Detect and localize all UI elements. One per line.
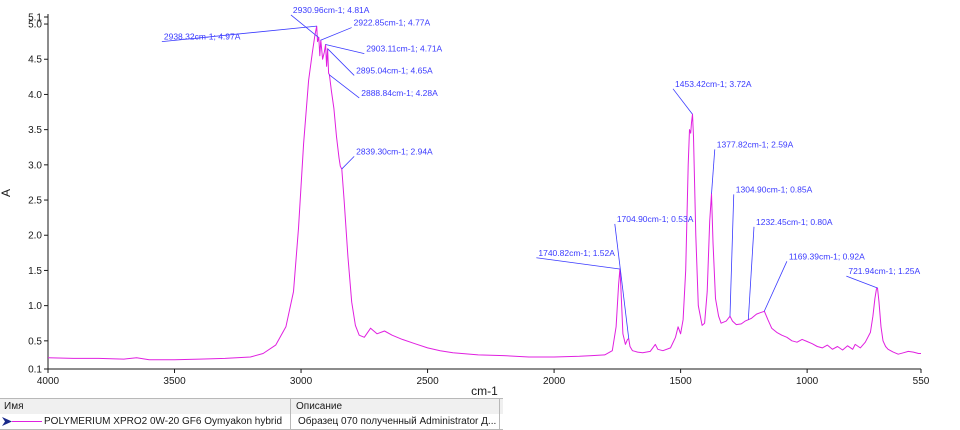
y-tick-label-8: 4.0	[28, 90, 42, 101]
y-tick-label-2: 1.0	[28, 301, 42, 312]
x-tick-label-5: 1500	[669, 376, 692, 387]
series-line-0	[47, 25, 921, 361]
spectrum-plot: 4000 3500 3000 2500 2000 1500 1000 550 0.1 0.5 1.0…	[0, 5, 930, 398]
legend-header-name[interactable]: Имя	[0, 399, 291, 414]
annotation-leader-9	[672, 88, 693, 115]
annotation-leader-13	[763, 261, 788, 312]
annotation-label-4: 2895.04cm-1; 4.65A	[356, 65, 433, 75]
x-tick-label-3: 2500	[416, 376, 439, 387]
annotation-label-7: 1740.82cm-1; 1.52A	[538, 248, 615, 258]
annotation-label-8: 1704.90cm-1; 0.53A	[617, 214, 694, 224]
x-tick-label-4: 2000	[543, 376, 566, 387]
y-tick-label-5: 2.5	[28, 196, 42, 207]
annotation-leader-11	[729, 194, 735, 317]
legend-header-description[interactable]: Описание	[294, 399, 500, 414]
y-axis-title: A	[0, 189, 13, 197]
x-tick-label-0: 4000	[37, 376, 60, 387]
y-tick-label-1: 0.5	[28, 336, 42, 347]
annotation-label-0: 2938.32cm-1; 4.97A	[164, 32, 241, 42]
annotation-leader-1	[290, 14, 319, 38]
annotation-label-13: 1169.39cm-1; 0.92A	[789, 251, 865, 261]
annotation-label-2: 2922.85cm-1; 4.77A	[354, 18, 431, 28]
annotation-label-10: 1377.82cm-1; 2.59A	[717, 139, 794, 149]
annotation-label-5: 2888.84cm-1; 4.28A	[361, 88, 438, 98]
legend-series-name: POLYMERIUM XPRO2 0W-20 GF6 Oymyakon hybr…	[44, 416, 283, 427]
legend-table: Имя Описание POLYMERIUM XPRO2 0W-20 GF6 …	[0, 398, 960, 430]
legend-series-description: Образец 070 полученный Administrator Д..…	[298, 416, 497, 427]
row-pointer-icon	[2, 417, 12, 426]
annotation-label-1: 2930.96cm-1; 4.81A	[293, 5, 370, 15]
annotation-leader-8	[614, 223, 630, 339]
series-color-swatch	[12, 421, 42, 422]
annotation-leader-12	[747, 226, 755, 320]
y-tick-label-10: 5.0	[28, 20, 42, 31]
y-tick-label-3: 1.5	[28, 266, 42, 277]
x-tick-label-6: 1000	[796, 376, 819, 387]
legend-header-row: Имя Описание	[0, 398, 503, 415]
annotation-label-9: 1453.42cm-1; 3.72A	[675, 79, 752, 89]
annotation-leader-14	[846, 275, 878, 289]
annotation-label-6: 2839.30cm-1; 2.94A	[356, 146, 433, 156]
legend-series-name-cell[interactable]: POLYMERIUM XPRO2 0W-20 GF6 Oymyakon hybr…	[0, 414, 291, 429]
y-tick-label-9: 4.5	[28, 55, 42, 66]
annotation-leader-5	[328, 74, 360, 99]
y-tick-label-0: 0.1	[28, 365, 42, 376]
y-tick-label-4: 2.0	[28, 231, 42, 242]
legend-series-description-cell[interactable]: Образец 070 полученный Administrator Д..…	[294, 414, 500, 429]
spectrum-chart: 4000 3500 3000 2500 2000 1500 1000 550 0.1 0.5 1.0…	[0, 5, 930, 398]
x-axis-title: cm-1	[471, 384, 498, 398]
annotation-label-3: 2903.11cm-1; 4.71A	[366, 44, 442, 54]
annotation-leader-0	[161, 25, 317, 43]
annotation-leader-2	[320, 27, 352, 41]
y-tick-label-6: 3.0	[28, 160, 42, 171]
y-tick-label-11: 5.1	[28, 13, 42, 24]
annotation-label-14: 721.94cm-1; 1.25A	[848, 266, 920, 276]
annotation-label-11: 1304.90cm-1; 0.85A	[736, 184, 813, 194]
y-tick-label-7: 3.5	[28, 125, 42, 136]
annotation-leader-7	[536, 257, 620, 270]
annotation-leader-4	[327, 48, 355, 76]
annotation-leader-6	[341, 156, 355, 170]
annotation-leader-3	[325, 44, 365, 54]
legend-series-row[interactable]: POLYMERIUM XPRO2 0W-20 GF6 Oymyakon hybr…	[0, 414, 503, 430]
x-tick-label-1: 3500	[163, 376, 186, 387]
x-tick-label-7: 550	[913, 376, 930, 387]
x-tick-label-2: 3000	[290, 376, 313, 387]
annotation-leader-10	[711, 149, 716, 194]
annotation-label-12: 1232.45cm-1; 0.80A	[756, 217, 833, 227]
